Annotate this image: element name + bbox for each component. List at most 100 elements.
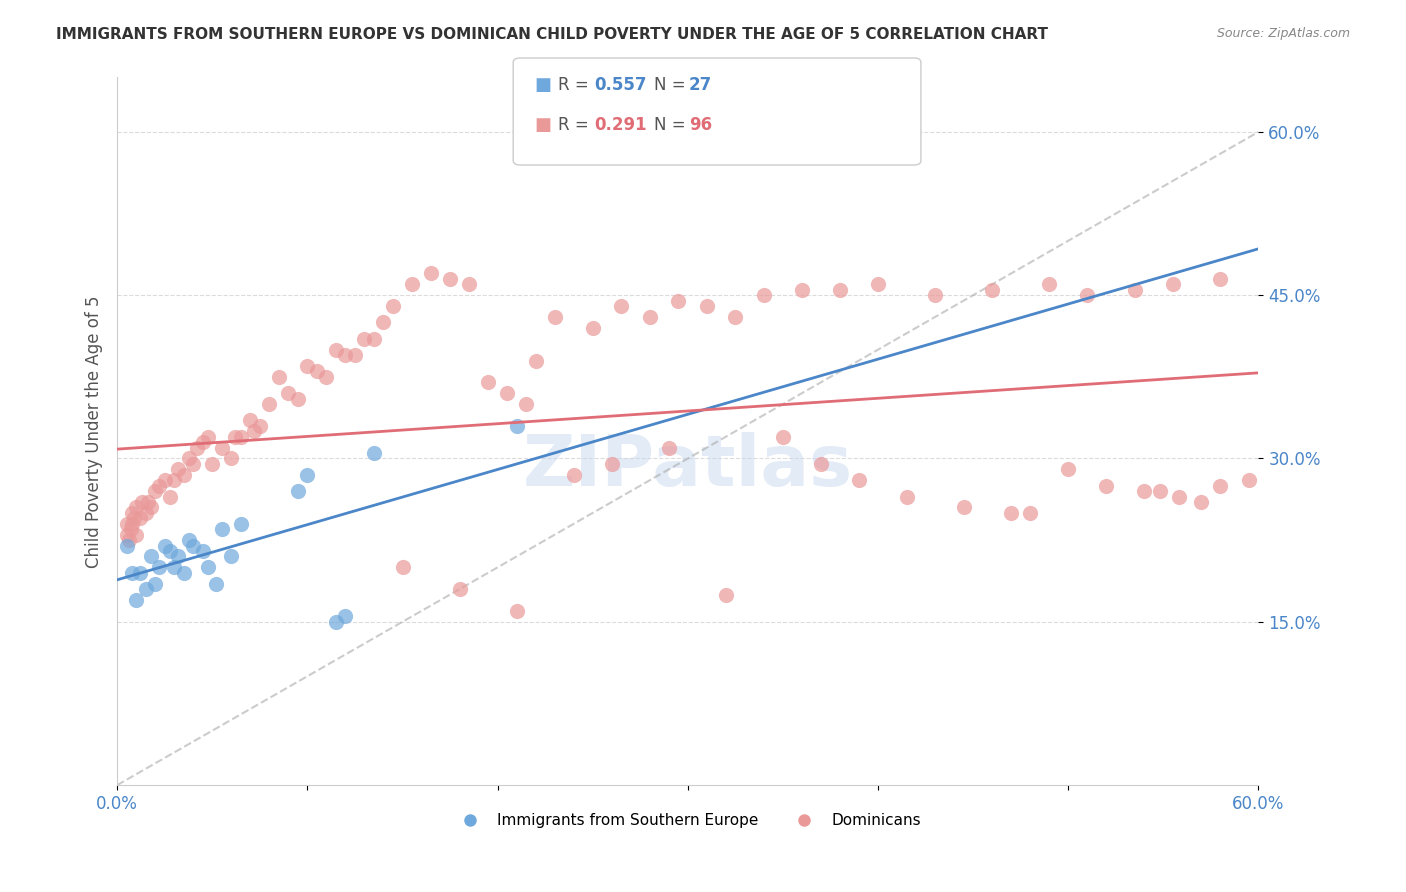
- Y-axis label: Child Poverty Under the Age of 5: Child Poverty Under the Age of 5: [86, 295, 103, 567]
- Point: [1149, 484, 1171, 499]
- Point: [141, 549, 163, 564]
- Text: 96: 96: [689, 116, 711, 134]
- Point: [1167, 490, 1189, 504]
- Point: [141, 500, 163, 515]
- Text: 0.291: 0.291: [595, 116, 647, 134]
- Point: [131, 495, 153, 509]
- Point: [125, 500, 148, 515]
- Point: [325, 615, 347, 629]
- Point: [496, 386, 519, 401]
- Point: [1209, 272, 1232, 286]
- Point: [401, 277, 423, 292]
- Text: Source: ZipAtlas.com: Source: ZipAtlas.com: [1216, 27, 1350, 40]
- Point: [363, 446, 385, 460]
- Point: [828, 283, 851, 297]
- Point: [1057, 462, 1080, 476]
- Point: [163, 473, 186, 487]
- Text: N =: N =: [654, 116, 690, 134]
- Point: [211, 522, 233, 536]
- Point: [239, 413, 262, 427]
- Point: [363, 332, 385, 346]
- Point: [115, 527, 138, 541]
- Point: [191, 544, 214, 558]
- Point: [752, 288, 775, 302]
- Point: [135, 582, 157, 596]
- Point: [159, 544, 181, 558]
- Point: [696, 299, 718, 313]
- Point: [952, 500, 974, 515]
- Point: [666, 293, 689, 308]
- Point: [315, 369, 337, 384]
- Point: [325, 343, 347, 357]
- Point: [173, 467, 195, 482]
- Text: 27: 27: [689, 76, 713, 94]
- Point: [848, 473, 870, 487]
- Point: [129, 511, 152, 525]
- Point: [515, 397, 537, 411]
- Point: [159, 490, 181, 504]
- Text: R =: R =: [558, 76, 595, 94]
- Point: [197, 430, 219, 444]
- Point: [167, 549, 190, 564]
- Point: [297, 359, 319, 373]
- Point: [343, 348, 366, 362]
- Point: [477, 376, 499, 390]
- Point: [896, 490, 918, 504]
- Point: [1237, 473, 1260, 487]
- Point: [143, 576, 166, 591]
- Point: [382, 299, 405, 313]
- Point: [335, 348, 357, 362]
- Point: [724, 310, 747, 324]
- Point: [229, 430, 252, 444]
- Point: [205, 576, 228, 591]
- Point: [305, 364, 328, 378]
- Point: [197, 560, 219, 574]
- Point: [148, 479, 170, 493]
- Point: [658, 441, 681, 455]
- Point: [249, 418, 271, 433]
- Point: [772, 430, 794, 444]
- Point: [129, 566, 152, 580]
- Point: [201, 457, 224, 471]
- Point: [224, 430, 246, 444]
- Point: [1095, 479, 1118, 493]
- Point: [229, 516, 252, 531]
- Point: [505, 604, 527, 618]
- Point: [186, 441, 208, 455]
- Point: [1209, 479, 1232, 493]
- Point: [221, 549, 243, 564]
- Point: [420, 267, 443, 281]
- Point: [148, 560, 170, 574]
- Point: [173, 566, 195, 580]
- Point: [544, 310, 567, 324]
- Point: [125, 527, 148, 541]
- Point: [120, 522, 142, 536]
- Point: [924, 288, 946, 302]
- Point: [211, 441, 233, 455]
- Point: [1161, 277, 1184, 292]
- Point: [124, 511, 146, 525]
- Text: N =: N =: [654, 76, 690, 94]
- Point: [191, 435, 214, 450]
- Point: [136, 495, 159, 509]
- Point: [353, 332, 375, 346]
- Point: [610, 299, 633, 313]
- Point: [153, 539, 176, 553]
- Point: [115, 516, 138, 531]
- Point: [524, 353, 547, 368]
- Point: [297, 467, 319, 482]
- Point: [1189, 495, 1212, 509]
- Point: [267, 369, 290, 384]
- Point: [373, 315, 395, 329]
- Point: [259, 397, 281, 411]
- Point: [1019, 506, 1042, 520]
- Text: R =: R =: [558, 116, 595, 134]
- Point: [638, 310, 661, 324]
- Point: [714, 588, 737, 602]
- Point: [1123, 283, 1146, 297]
- Point: [335, 609, 357, 624]
- Point: [562, 467, 585, 482]
- Text: IMMIGRANTS FROM SOUTHERN EUROPE VS DOMINICAN CHILD POVERTY UNDER THE AGE OF 5 CO: IMMIGRANTS FROM SOUTHERN EUROPE VS DOMIN…: [56, 27, 1049, 42]
- Point: [981, 283, 1004, 297]
- Point: [287, 484, 309, 499]
